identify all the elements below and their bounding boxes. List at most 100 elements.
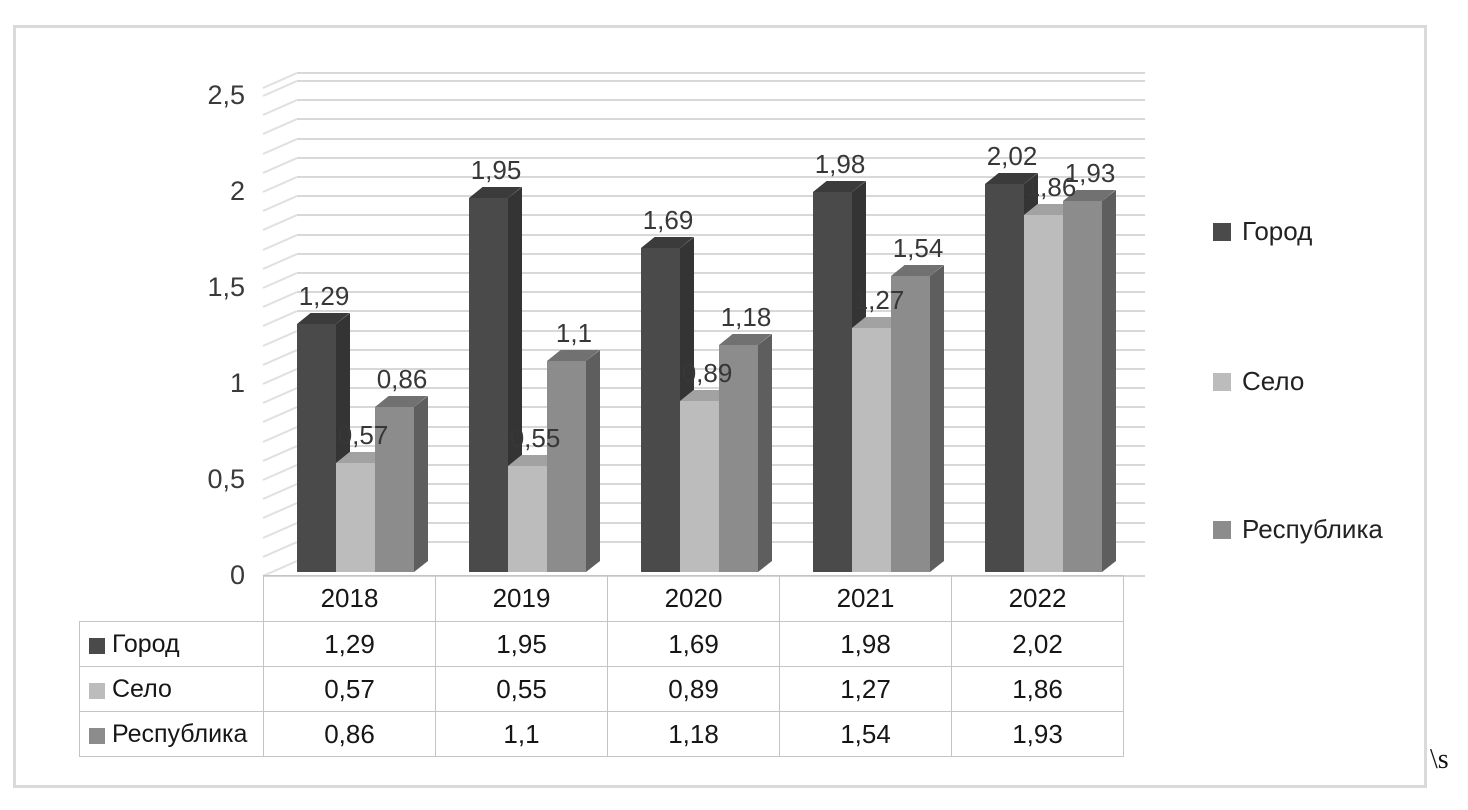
table-cell: 1,27 [779, 666, 952, 712]
legend-label: Город [1242, 216, 1313, 246]
gridline [297, 310, 1145, 312]
bar-1-2020 [680, 390, 733, 572]
bar-0-2018 [297, 313, 350, 572]
bar-1-2018 [336, 452, 389, 572]
table-cell: 1,1 [435, 711, 608, 757]
gridline [297, 157, 1145, 159]
bar-value-label: 2,02 [986, 141, 1038, 171]
table-year-header: 2020 [607, 575, 780, 622]
gridline [297, 234, 1145, 236]
sidewall-hatch-line [262, 291, 298, 308]
y-axis-tick-label: 1 [229, 368, 245, 398]
bar-2-2019 [547, 350, 600, 572]
bar-0-2020 [641, 237, 694, 572]
bar-value-label: 0,86 [376, 364, 428, 394]
table-row: Город 1,29 1,95 1,69 1,98 2,02 [79, 621, 1124, 667]
sidewall-hatch-line [262, 214, 298, 231]
table-year-header: 2019 [435, 575, 608, 622]
bar-value-label: 1,95 [470, 155, 522, 185]
bar-1-2022 [1024, 204, 1077, 572]
sidewall-hatch-line [262, 157, 298, 174]
bar-0-2021 [813, 181, 866, 572]
table-cell: 0,86 [263, 711, 436, 757]
sidewall-hatch-line [262, 349, 298, 366]
bar-1-2019 [508, 455, 561, 572]
table-row: Село 0,57 0,55 0,89 1,27 1,86 [79, 666, 1124, 712]
gridline [297, 195, 1145, 197]
data-table: 2018 2019 2020 2021 2022 Город 1,29 1,95… [79, 575, 1124, 757]
bar-value-label: 1,54 [892, 233, 944, 263]
bar-2-2022 [1063, 190, 1116, 572]
table-year-header: 2022 [951, 575, 1124, 622]
sidewall-hatch-line [262, 541, 298, 558]
bar-value-label: 0,57 [337, 420, 389, 450]
bar-2-2018 [375, 396, 428, 572]
table-row-label: Республика [79, 711, 264, 757]
bar-side-face [414, 396, 428, 572]
bar-value-label: 1,27 [853, 285, 905, 315]
bar-0-2019 [469, 187, 522, 572]
legend-key-icon [1213, 520, 1231, 539]
gridline [297, 272, 1145, 274]
sidewall-hatch-line [262, 406, 298, 423]
gridline [297, 176, 1145, 178]
table-cell: 0,55 [435, 666, 608, 712]
bar-value-label: 0,89 [681, 358, 733, 388]
sidewall-hatch-line [262, 176, 298, 193]
bar-value-label: 1,18 [720, 302, 772, 332]
table-cell: 1,98 [779, 621, 952, 667]
bar-value-label: 1,69 [642, 205, 694, 235]
legend-label: Республика [1242, 514, 1383, 544]
y-axis-tick-label: 2 [229, 176, 245, 206]
y-axis-tick-label: 0,5 [207, 464, 245, 494]
bar-value-label: 1,93 [1064, 158, 1116, 188]
sidewall-hatch-line [262, 483, 298, 500]
legend-key-icon [89, 727, 105, 744]
table-row: 2018 2019 2020 2021 2022 [80, 575, 1124, 622]
table-cell: 1,29 [263, 621, 436, 667]
y-axis-tick-label: 0 [229, 560, 245, 590]
bar-side-face [586, 350, 600, 572]
sidewall-hatch-line [262, 330, 298, 347]
bar-side-face [1102, 190, 1116, 572]
sidewall-hatch-line [262, 522, 298, 539]
table-cell: 1,95 [435, 621, 608, 667]
table-cell: 0,89 [607, 666, 780, 712]
gridline [297, 214, 1145, 216]
gridline [297, 138, 1145, 140]
table-cell: 1,69 [607, 621, 780, 667]
legend-key-icon [1213, 222, 1231, 241]
sidewall-hatch-line [262, 502, 298, 519]
sidewall-hatch-line [262, 368, 298, 385]
bar-value-label: 1,29 [298, 281, 350, 311]
legend-key-icon [89, 637, 105, 654]
sidewall-hatch-line [262, 464, 298, 481]
gridline [297, 72, 1145, 74]
table-row-label: Село [79, 666, 264, 712]
sidewall-hatch-line [262, 426, 298, 443]
table-corner-cell [80, 576, 264, 622]
y-axis-tick-label: 2,5 [207, 80, 245, 110]
y-axis-tick-label: 1,5 [207, 272, 245, 302]
sidewall-hatch-line [262, 195, 298, 212]
bar-side-face [930, 265, 944, 572]
table-year-header: 2018 [263, 575, 436, 622]
bar-0-2022 [985, 173, 1038, 572]
table-cell: 1,93 [951, 711, 1124, 757]
sidewall-hatch-line [262, 234, 298, 251]
legend-key-icon [1213, 372, 1231, 391]
bar-value-label: 1,98 [814, 149, 866, 179]
bar-side-face [758, 334, 772, 572]
gridline [297, 291, 1145, 293]
bar-value-label: 1,86 [1025, 172, 1077, 202]
sidewall-hatch-line [262, 99, 298, 116]
legend-label: Село [1242, 366, 1305, 396]
field-code-mark: \s [1430, 744, 1449, 775]
sidewall-hatch-line [262, 80, 298, 97]
bar-2-2020 [719, 334, 772, 572]
gridline [297, 330, 1145, 332]
table-cell: 1,54 [779, 711, 952, 757]
sidewall-hatch-line [262, 253, 298, 270]
